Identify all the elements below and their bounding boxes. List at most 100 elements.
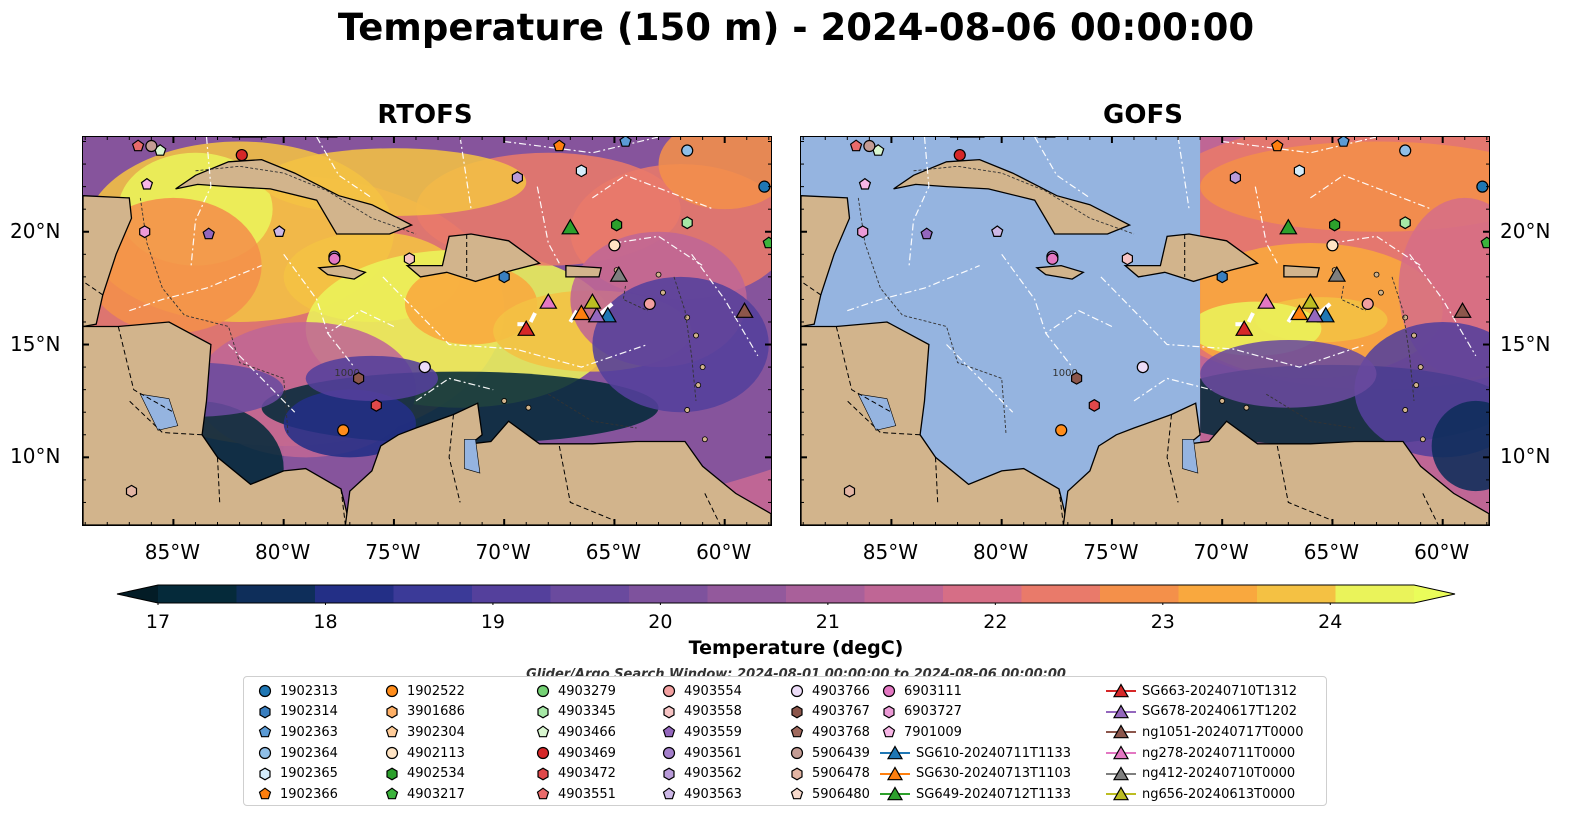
observation-5906439 bbox=[145, 139, 158, 153]
legend-item: 4903561 bbox=[660, 743, 742, 764]
observation-4903345 bbox=[681, 216, 693, 230]
observation-4903558 bbox=[1121, 252, 1133, 266]
legend-item: 4902113 bbox=[383, 743, 465, 764]
legend-label: SG610-20240711T1133 bbox=[916, 745, 1072, 761]
legend-item: 4903345 bbox=[534, 702, 616, 723]
legend-item: SG649-20240712T1133 bbox=[880, 784, 1071, 805]
hexagon-marker-icon bbox=[663, 767, 675, 781]
triangle-marker-icon bbox=[1106, 704, 1136, 719]
legend-label: 1902364 bbox=[280, 745, 338, 761]
legend-item: 1902313 bbox=[256, 681, 338, 702]
legend-label: ng1051-20240717T0000 bbox=[1142, 724, 1304, 740]
legend-item: 1902314 bbox=[256, 702, 338, 723]
legend-label: 4903561 bbox=[684, 745, 742, 761]
observation-1902522 bbox=[1055, 424, 1068, 437]
circle-marker-icon bbox=[662, 685, 676, 698]
legend-item: 4903551 bbox=[534, 784, 616, 805]
legend-item: 1902522 bbox=[383, 681, 465, 702]
legend-label: 4903559 bbox=[684, 724, 742, 740]
legend-label: 4903766 bbox=[812, 683, 870, 699]
colorbar-tick-label: 23 bbox=[1150, 611, 1175, 633]
observation-4903551 bbox=[131, 139, 145, 152]
observation-SG610-20240711T1133 bbox=[1316, 306, 1335, 323]
triangle-marker-icon bbox=[880, 786, 910, 801]
svg-text:1000: 1000 bbox=[1052, 368, 1077, 379]
legend-label: 5906439 bbox=[812, 745, 870, 761]
observation-1902365 bbox=[575, 164, 587, 178]
lat-tick-label: 15°N bbox=[10, 331, 61, 356]
colorbar-segment bbox=[393, 585, 473, 603]
legend-item: 5906478 bbox=[788, 763, 870, 784]
legend-item: SG663-20240710T1312 bbox=[1106, 681, 1303, 702]
legend-item: 4902534 bbox=[383, 763, 465, 784]
legend-item: 1902363 bbox=[256, 722, 338, 743]
circle-marker-icon bbox=[536, 685, 550, 698]
legend-label: 4903469 bbox=[558, 745, 616, 761]
observation-4902534 bbox=[1328, 218, 1341, 232]
colorbar-segment bbox=[1021, 585, 1101, 603]
observation-6903727 bbox=[857, 225, 869, 239]
pentagon-marker-icon bbox=[258, 725, 272, 738]
legend-label: 4903562 bbox=[684, 766, 742, 782]
observation-ng1051-20240717T0000 bbox=[735, 302, 754, 318]
hexagon-marker-icon bbox=[386, 767, 398, 781]
legend-item: 4903562 bbox=[660, 763, 742, 784]
legend-item: 4903558 bbox=[660, 702, 742, 723]
colorbar-segment bbox=[1100, 585, 1180, 603]
observation-1902364 bbox=[1399, 144, 1412, 157]
colorbar-segment bbox=[707, 585, 787, 603]
legend-label: 1902365 bbox=[280, 766, 338, 782]
legend-item: 1902364 bbox=[256, 743, 338, 764]
legend-label: 5906478 bbox=[812, 766, 870, 782]
pentagon-marker-icon bbox=[790, 725, 804, 738]
figure-title: Temperature (150 m) - 2024-08-06 00:00:0… bbox=[337, 6, 1255, 49]
colorbar-segment bbox=[315, 585, 395, 603]
observation-1902365 bbox=[1293, 164, 1305, 178]
colorbar-segment bbox=[864, 585, 944, 603]
colorbar-tick-label: 19 bbox=[480, 611, 506, 633]
lon-tick-label: 70°W bbox=[1193, 540, 1249, 564]
hexagon-marker-icon bbox=[791, 705, 803, 719]
panel-title-rtofs: RTOFS bbox=[377, 100, 473, 130]
legend-label: 4902113 bbox=[407, 745, 465, 761]
observation-4903472 bbox=[370, 399, 382, 412]
pentagon-marker-icon bbox=[662, 725, 676, 738]
observation-4903766 bbox=[418, 360, 431, 374]
legend-label: 4903279 bbox=[558, 683, 616, 699]
observation-6903111 bbox=[328, 252, 341, 265]
gofs-map: 1000 bbox=[800, 136, 1490, 526]
legend-item: 4903563 bbox=[660, 784, 742, 805]
observation-SG663-20240710T1312 bbox=[517, 319, 536, 336]
pentagon-marker-icon bbox=[536, 787, 550, 800]
pentagon-marker-icon bbox=[662, 787, 676, 800]
legend-label: ng278-20240711T0000 bbox=[1142, 745, 1296, 761]
observation-ng412-20240710T0000 bbox=[609, 265, 629, 282]
colorbar-segment bbox=[158, 585, 238, 603]
observation-4903472 bbox=[1088, 399, 1100, 412]
legend-item: 5906480 bbox=[788, 784, 870, 805]
legend-item: 4903469 bbox=[534, 743, 616, 764]
observation-4903766 bbox=[1136, 360, 1149, 374]
circle-marker-icon bbox=[385, 746, 399, 760]
observation-SG678-20240617T1202 bbox=[1305, 306, 1324, 323]
legend-label: 1902363 bbox=[280, 724, 338, 740]
legend-item: 7901009 bbox=[880, 722, 1071, 743]
legend-label: 7901009 bbox=[904, 724, 962, 740]
pentagon-marker-icon bbox=[882, 725, 896, 738]
legend-item: 6903111 bbox=[880, 681, 1071, 702]
legend-item: ng412-20240710T0000 bbox=[1106, 763, 1303, 784]
legend-label: ng412-20240710T0000 bbox=[1142, 766, 1296, 782]
observation-4902113 bbox=[1326, 239, 1339, 252]
observation-4903469 bbox=[953, 148, 966, 162]
observation-1902364 bbox=[681, 144, 694, 157]
colorbar-segment bbox=[786, 585, 866, 603]
observation-1902366 bbox=[1271, 139, 1284, 152]
lon-tick-label: 65°W bbox=[1303, 540, 1360, 564]
observation-SG649-20240712T1133 bbox=[1279, 218, 1298, 235]
svg-text:1000: 1000 bbox=[334, 368, 359, 379]
legend-label: 4903767 bbox=[812, 704, 870, 720]
lat-tick-label: 20°N bbox=[1500, 218, 1551, 243]
triangle-marker-icon bbox=[1106, 765, 1136, 780]
hexagon-marker-icon bbox=[663, 705, 675, 719]
legend-item: 4903767 bbox=[788, 702, 870, 723]
